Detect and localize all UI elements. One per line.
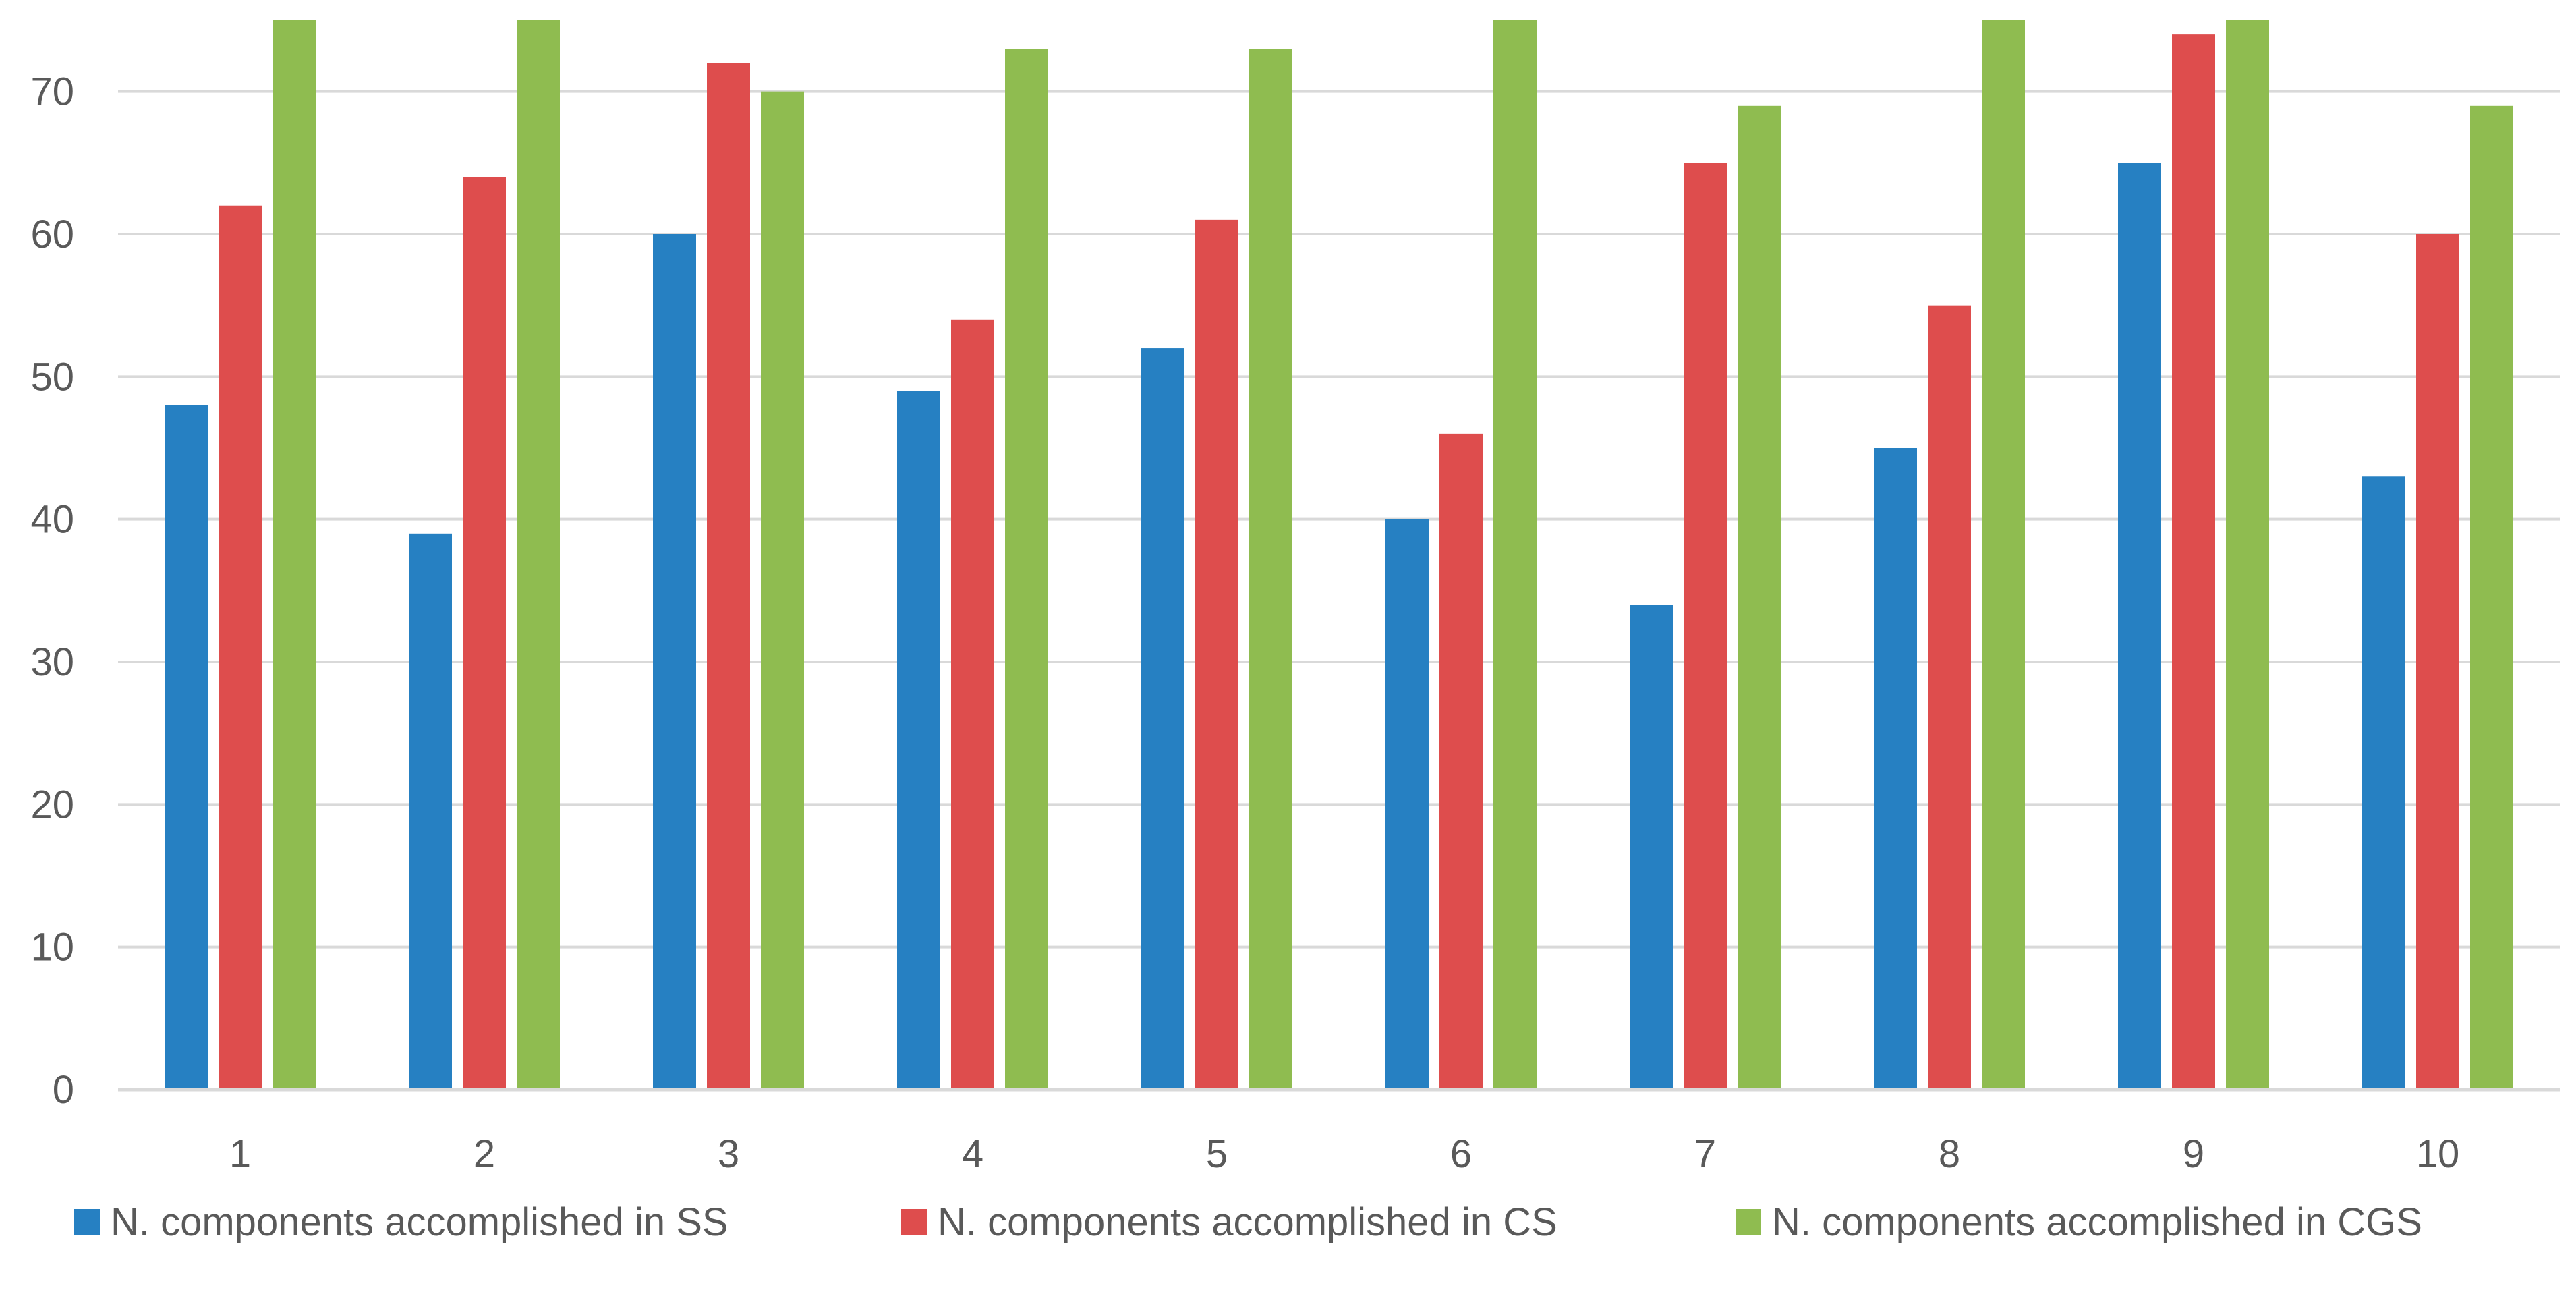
legend-swatch [1736,1209,1761,1235]
legend-item-series-1: N. components accomplished in SS [74,1200,728,1244]
legend-swatch [901,1209,927,1235]
bar-series-3-cat-5 [1249,49,1292,1090]
bar-series-3-cat-10 [2470,105,2513,1090]
bar-series-2-cat-3 [707,63,750,1090]
y-tick-label: 40 [30,498,74,542]
x-tick-label: 9 [2183,1132,2204,1176]
bar-series-2-cat-4 [951,319,994,1090]
bars [165,20,2513,1090]
bar-series-2-cat-1 [219,205,262,1090]
y-tick-label: 0 [53,1068,74,1112]
bar-series-1-cat-5 [1141,348,1184,1090]
legend: N. components accomplished in SS N. compo… [74,1200,2422,1244]
bar-series-3-cat-7 [1738,105,1781,1090]
x-tick-label: 1 [229,1132,251,1176]
bar-series-2-cat-5 [1195,219,1238,1090]
y-axis-tick-labels: 0 10 20 30 40 50 60 70 [30,70,74,1112]
bar-series-3-cat-2 [517,20,560,1090]
bar-series-3-cat-8 [1982,20,2025,1090]
bar-series-1-cat-8 [1874,448,1917,1090]
legend-item-series-3: N. components accomplished in CGS [1736,1200,2422,1244]
y-tick-label: 20 [30,783,74,826]
bar-series-1-cat-1 [165,405,208,1090]
bar-series-1-cat-6 [1385,519,1429,1090]
bar-series-3-cat-4 [1005,49,1048,1090]
bar-series-2-cat-10 [2416,234,2459,1090]
legend-swatch [74,1209,100,1235]
bar-series-2-cat-9 [2172,34,2215,1090]
y-tick-label: 50 [30,355,74,399]
bar-series-2-cat-6 [1439,433,1483,1090]
bar-series-1-cat-3 [653,234,696,1090]
legend-label: N. components accomplished in CGS [1772,1200,2422,1244]
bar-series-2-cat-8 [1928,305,1971,1090]
x-tick-label: 4 [962,1132,983,1176]
bar-series-1-cat-9 [2118,163,2161,1090]
x-tick-label: 7 [1694,1132,1716,1176]
x-tick-label: 2 [474,1132,495,1176]
y-tick-label: 70 [30,70,74,114]
bar-series-3-cat-9 [2226,20,2269,1090]
legend-item-series-2: N. components accomplished in CS [901,1200,1557,1244]
x-tick-label: 3 [718,1132,739,1176]
legend-label: N. components accomplished in SS [111,1200,728,1244]
bar-series-1-cat-10 [2362,476,2405,1090]
legend-label: N. components accomplished in CS [938,1200,1557,1244]
y-tick-label: 30 [30,640,74,684]
bar-series-1-cat-7 [1630,605,1673,1090]
y-tick-label: 10 [30,926,74,970]
x-tick-label: 8 [1939,1132,1960,1176]
x-tick-label: 6 [1450,1132,1472,1176]
bar-series-3-cat-1 [273,20,316,1090]
bar-series-1-cat-2 [409,533,452,1090]
bar-series-2-cat-2 [463,177,506,1090]
y-tick-label: 60 [30,213,74,256]
x-tick-label: 5 [1206,1132,1228,1176]
x-tick-label: 10 [2416,1132,2460,1176]
bar-series-2-cat-7 [1684,163,1727,1090]
bar-series-1-cat-4 [897,391,940,1090]
x-axis-tick-labels: 1 2 3 4 5 6 7 8 9 10 [229,1132,2459,1176]
bar-series-3-cat-6 [1493,20,1537,1090]
bar-series-3-cat-3 [761,91,804,1090]
